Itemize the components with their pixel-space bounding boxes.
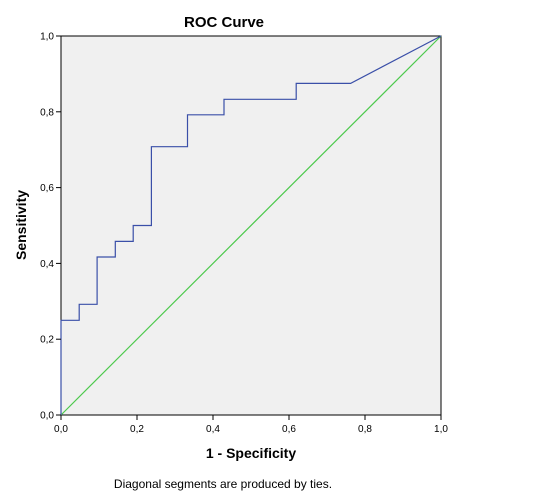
y-tick-label: 0,0 <box>40 411 54 422</box>
y-tick-label: 0,6 <box>40 183 54 194</box>
y-axis-label: Sensitivity <box>13 190 29 260</box>
reference-line <box>60 35 442 416</box>
x-tick-label: 0,4 <box>206 424 220 435</box>
x-tick-label: 0,6 <box>282 424 296 435</box>
y-tick-label: 0,2 <box>40 335 54 346</box>
x-tick-label: 0,8 <box>358 424 372 435</box>
y-tick-label: 0,4 <box>40 259 54 270</box>
y-tick-label: 0,8 <box>40 107 54 118</box>
y-tick-label: 1,0 <box>40 32 54 43</box>
footnote: Diagonal segments are produced by ties. <box>114 477 332 491</box>
x-axis: 0,0 0,2 0,4 0,6 0,8 1,0 <box>54 415 448 435</box>
x-tick-label: 1,0 <box>434 424 448 435</box>
roc-curve-line <box>60 35 442 415</box>
x-tick-label: 0,0 <box>54 424 68 435</box>
x-axis-label: 1 - Specificity <box>206 445 296 461</box>
series-layer <box>60 35 442 416</box>
x-tick-label: 0,2 <box>130 424 144 435</box>
chart-title: ROC Curve <box>184 14 264 31</box>
y-axis: 0,0 0,2 0,4 0,6 0,8 1,0 <box>40 32 61 422</box>
